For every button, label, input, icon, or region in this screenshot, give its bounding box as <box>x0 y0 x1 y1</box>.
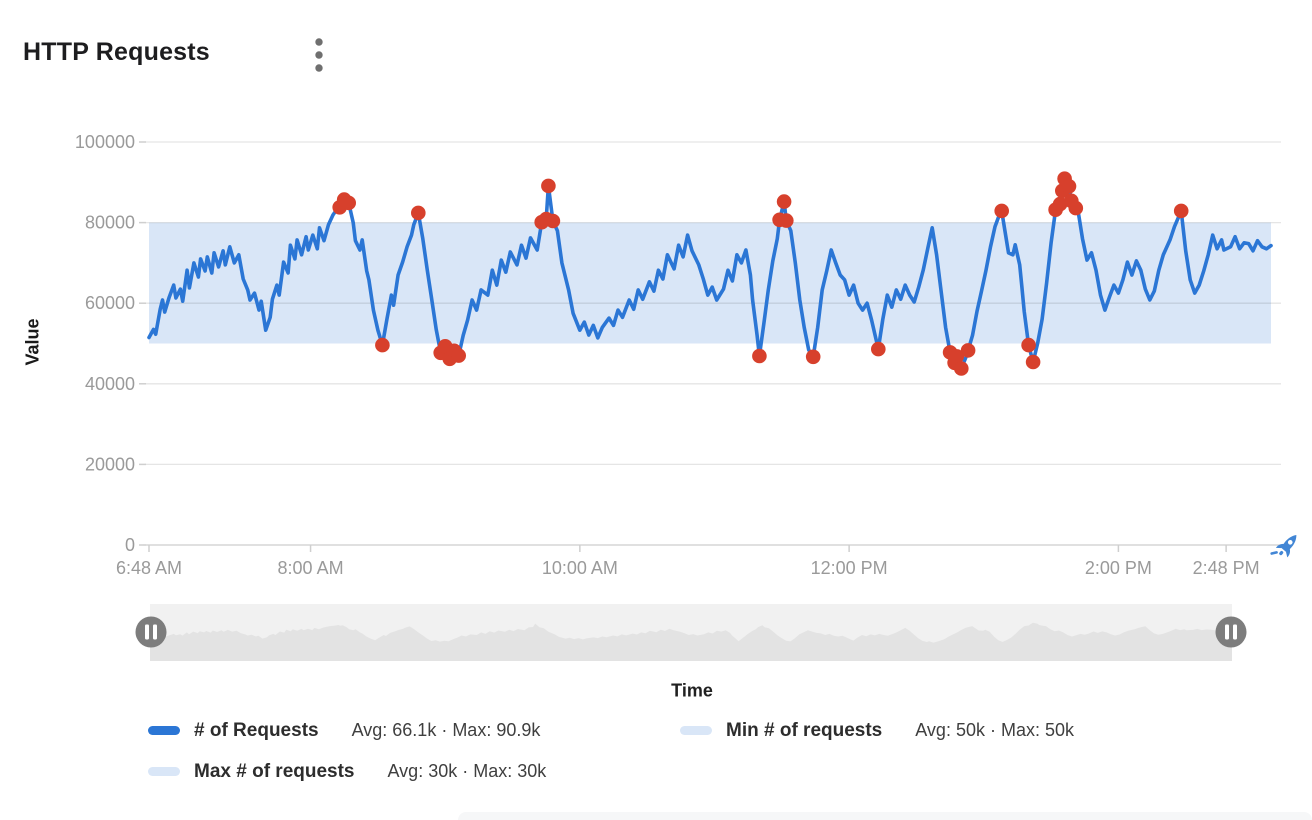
legend-stats: Avg: 30k · Max: 30k <box>387 761 547 781</box>
legend-item-max-requests[interactable]: Max # of requests Avg: 30k · Max: 30k <box>148 751 680 792</box>
y-tick-label: 40000 <box>85 374 135 394</box>
legend-swatch-line-icon <box>148 726 180 735</box>
kebab-menu-icon[interactable] <box>311 36 327 80</box>
anomaly-dot <box>375 337 390 353</box>
legend-label: Max # of requests <box>194 760 355 782</box>
next-panel-edge <box>458 812 1312 820</box>
time-range-brush[interactable] <box>0 598 1312 670</box>
anomaly-dot <box>1025 354 1041 370</box>
x-tick-label: 2:00 PM <box>1085 558 1152 578</box>
anomaly-dot <box>949 349 965 364</box>
anomaly-dot <box>779 213 794 228</box>
anomaly-dot <box>411 205 426 221</box>
y-tick-label: 100000 <box>75 132 135 152</box>
anomaly-dot <box>1173 203 1189 219</box>
anomaly-dot <box>1061 179 1077 194</box>
anomaly-dot <box>871 341 886 357</box>
anomaly-dot <box>960 343 976 358</box>
x-tick-label: 6:48 AM <box>116 558 182 578</box>
anomaly-dot <box>341 195 357 211</box>
anomaly-dot <box>451 348 467 363</box>
brush-minimap-area <box>150 622 1232 661</box>
page-title: HTTP Requests <box>23 38 210 66</box>
brush-handle-right[interactable] <box>1215 616 1247 648</box>
y-axis-ticks: 0 20000 40000 60000 80000 100000 <box>75 132 146 555</box>
anomaly-dot <box>1052 196 1068 212</box>
x-tick-label: 12:00 PM <box>811 558 888 578</box>
y-tick-label: 60000 <box>85 293 135 313</box>
anomaly-dot <box>541 178 556 194</box>
x-axis-title: Time <box>671 680 713 701</box>
brush-handle-left[interactable] <box>135 616 167 648</box>
y-tick-label: 0 <box>125 535 135 555</box>
legend-item-num-requests[interactable]: # of Requests Avg: 66.1k · Max: 90.9k <box>148 710 680 751</box>
live-rocket-icon <box>1270 535 1297 558</box>
anomaly-dot <box>752 348 767 364</box>
anomaly-dot <box>1021 337 1036 353</box>
legend-label: Min # of requests <box>726 719 883 741</box>
anomaly-dot <box>545 213 561 229</box>
legend-stats: Avg: 50k · Max: 50k <box>915 720 1074 740</box>
legend-label: # of Requests <box>194 719 319 741</box>
x-tick-label: 8:00 AM <box>278 558 344 578</box>
anomaly-dot <box>1068 200 1084 216</box>
anomaly-dot <box>994 203 1009 219</box>
pause-bars-icon <box>145 624 149 640</box>
x-tick-label: 2:48 PM <box>1193 558 1260 578</box>
y-tick-label: 20000 <box>85 454 135 474</box>
y-tick-label: 80000 <box>85 213 135 233</box>
anomaly-dot <box>805 349 821 365</box>
anomaly-dot <box>776 194 792 209</box>
line-chart[interactable]: 0 20000 40000 60000 80000 100000 6:48 AM 8:00 A… <box>0 95 1312 600</box>
x-axis-ticks: 6:48 AM 8:00 AM 10:00 AM 12:00 PM 2:00 PM 2:4… <box>116 545 1260 578</box>
legend-item-min-requests[interactable]: Min # of requests Avg: 50k · Max: 50k <box>680 710 1074 751</box>
x-tick-label: 10:00 AM <box>542 558 618 578</box>
chart-legend: # of Requests Avg: 66.1k · Max: 90.9k Mi… <box>148 710 1074 792</box>
gridlines <box>145 141 1281 466</box>
pause-bars-icon <box>1225 624 1229 640</box>
legend-swatch-band-icon <box>680 726 712 735</box>
anomaly-markers[interactable] <box>332 171 1189 376</box>
legend-swatch-band-icon <box>148 767 180 776</box>
anomaly-dot <box>954 361 969 376</box>
legend-stats: Avg: 66.1k · Max: 90.9k <box>351 720 541 740</box>
